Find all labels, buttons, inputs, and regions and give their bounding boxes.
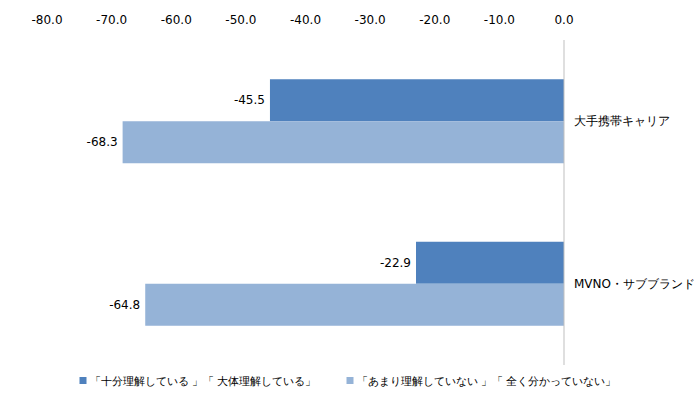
x-tick-label: 0.0 xyxy=(554,13,573,27)
bar xyxy=(416,242,564,284)
chart-svg: -80.0 -70.0 -60.0 -50.0 -40.0 -30.0 -20.0 -10.0… xyxy=(0,0,696,399)
x-tick-label: -10.0 xyxy=(484,13,515,27)
x-tick-label: -30.0 xyxy=(355,13,386,27)
bar xyxy=(270,79,564,121)
x-tick-label: -50.0 xyxy=(225,13,256,27)
data-label: -22.9 xyxy=(380,256,411,270)
x-tick-label: -70.0 xyxy=(96,13,127,27)
category-axis xyxy=(564,40,565,365)
category-label: 大手携帯キャリア xyxy=(574,114,670,128)
legend-label: 「十分理解している 」「 大体理解している」 xyxy=(90,375,317,388)
chart-container: -80.0 -70.0 -60.0 -50.0 -40.0 -30.0 -20.0 -10.0… xyxy=(0,0,696,399)
data-label: -45.5 xyxy=(234,93,265,107)
x-tick-label: -40.0 xyxy=(290,13,321,27)
x-tick-label: -60.0 xyxy=(161,13,192,27)
legend-label: 「あまり理解していない 」「 全く分かっていない」 xyxy=(357,375,617,388)
legend: 「十分理解している 」「 大体理解している」 「あまり理解していない 」「 全く分… xyxy=(80,375,617,388)
data-labels: -45.5 -68.3 -22.9 -64.8 xyxy=(87,93,411,312)
data-label: -64.8 xyxy=(109,298,140,312)
bar xyxy=(123,121,564,163)
legend-swatch xyxy=(80,377,87,384)
bar xyxy=(145,284,564,326)
data-label: -68.3 xyxy=(87,135,118,149)
category-label: MVNO・サブブランド xyxy=(574,277,695,291)
legend-swatch xyxy=(347,377,354,384)
bars xyxy=(123,79,564,326)
x-tick-label: -80.0 xyxy=(31,13,62,27)
x-tick-label: -20.0 xyxy=(419,13,450,27)
